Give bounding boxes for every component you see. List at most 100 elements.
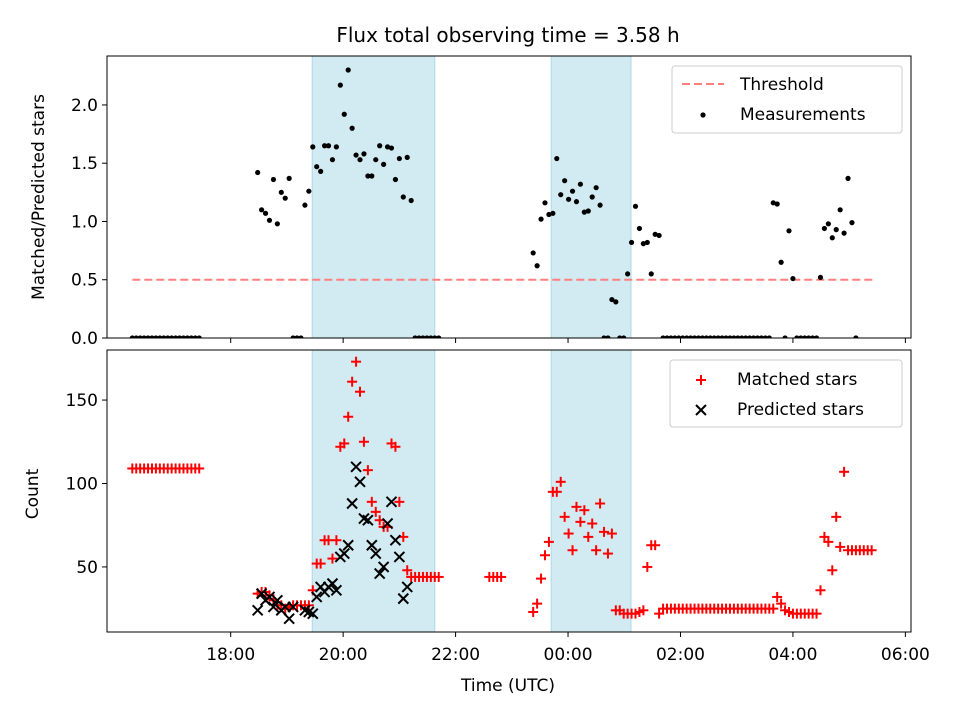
measurement-point bbox=[617, 335, 623, 338]
predicted-star-point bbox=[263, 591, 276, 603]
measurement-point bbox=[747, 335, 753, 338]
matched-star-point bbox=[772, 591, 783, 602]
measurement-point bbox=[404, 154, 410, 160]
measurement-point bbox=[861, 0, 866, 3]
measurement-point bbox=[660, 335, 666, 338]
measurement-point bbox=[337, 82, 343, 88]
bottom-panel: 50 100 150 18:00 20:00 22:00 00:00 02:00 04:00 0… bbox=[66, 349, 930, 665]
predicted-star-point bbox=[251, 604, 264, 617]
measurement-point bbox=[691, 335, 698, 338]
predicted-star-point bbox=[859, 645, 869, 655]
predicted-star-point bbox=[863, 645, 873, 655]
predicted-star-point bbox=[377, 561, 390, 573]
measurement-point bbox=[149, 335, 155, 338]
predicted-star-point bbox=[406, 645, 416, 655]
measurement-point bbox=[365, 173, 371, 179]
predicted-star-point bbox=[847, 645, 857, 655]
predicted-star-point bbox=[373, 567, 386, 580]
measurement-point bbox=[672, 335, 678, 338]
measurement-point bbox=[621, 335, 627, 338]
measurement-point bbox=[321, 143, 328, 149]
measurement-point bbox=[766, 335, 772, 338]
measurement-point bbox=[790, 275, 796, 282]
matched-star-point bbox=[358, 436, 369, 447]
predicted-star-point bbox=[326, 577, 339, 590]
measurement-point bbox=[743, 335, 749, 338]
measurement-point bbox=[554, 155, 560, 162]
matched-star-point bbox=[866, 545, 877, 556]
count-points bbox=[127, 356, 877, 655]
top-y-axis-label: Matched/Predicted stars bbox=[29, 94, 49, 300]
predicted-star-point bbox=[287, 601, 299, 613]
measurement-point bbox=[349, 125, 355, 131]
predicted-star-point bbox=[835, 645, 845, 655]
measurement-point bbox=[306, 188, 312, 194]
measurement-point bbox=[565, 196, 572, 202]
top-y-ticks: 0.0 0.5 1.0 1.5 2.0 bbox=[71, 96, 107, 349]
legend-predicted-label: Predicted stars bbox=[737, 400, 864, 420]
measurement-point bbox=[141, 335, 147, 338]
matched-star-point bbox=[815, 585, 826, 596]
measurement-point bbox=[176, 335, 183, 338]
measurement-point bbox=[798, 335, 804, 338]
matched-star-point bbox=[768, 603, 779, 614]
matched-star-point bbox=[823, 536, 834, 547]
shaded-interval-1 bbox=[311, 56, 436, 338]
measurement-point bbox=[412, 335, 418, 338]
top-legend-box bbox=[671, 65, 903, 134]
measurement-point bbox=[739, 335, 745, 338]
measurement-point bbox=[262, 210, 269, 216]
measurement-point bbox=[546, 211, 552, 218]
measurement-point bbox=[550, 210, 556, 216]
measurement-point bbox=[585, 208, 591, 214]
predicted-star-point bbox=[389, 534, 402, 546]
measurement-point bbox=[196, 335, 202, 338]
predicted-star-point bbox=[619, 645, 629, 655]
measurement-point bbox=[259, 207, 265, 213]
measurement-point bbox=[825, 221, 831, 227]
matched-star-point bbox=[819, 531, 830, 542]
matched-star-point bbox=[839, 466, 850, 477]
predicted-star-point bbox=[823, 645, 833, 655]
measurement-point bbox=[373, 157, 379, 163]
y-tick-label: 0.0 bbox=[71, 329, 98, 349]
predicted-star-point bbox=[819, 645, 829, 655]
measurement-point bbox=[652, 231, 658, 237]
measurement-point bbox=[153, 335, 159, 338]
bottom-y-axis-label: Count bbox=[23, 468, 43, 519]
measurement-point bbox=[636, 225, 643, 232]
predicted-star-point bbox=[362, 514, 374, 526]
measurement-point bbox=[684, 335, 690, 338]
measurement-point bbox=[188, 335, 194, 338]
measurement-point bbox=[169, 335, 175, 338]
x-tick-label: 02:00 bbox=[656, 645, 705, 665]
measurement-point bbox=[133, 335, 139, 338]
predicted-star-point bbox=[623, 645, 633, 655]
predicted-star-point bbox=[354, 476, 366, 488]
predicted-star-point bbox=[851, 645, 861, 655]
measurement-point bbox=[865, 0, 870, 3]
measurement-point bbox=[361, 151, 367, 157]
predicted-star-point bbox=[615, 645, 625, 655]
measurement-point bbox=[165, 335, 171, 338]
measurement-point bbox=[266, 217, 273, 223]
bottom-x-ticks: 18:00 20:00 22:00 00:00 02:00 04:00 06:00 bbox=[206, 632, 930, 665]
measurement-point bbox=[562, 178, 568, 184]
measurement-point bbox=[644, 239, 650, 246]
x-tick-label: 06:00 bbox=[881, 645, 930, 665]
measurement-point bbox=[180, 335, 187, 338]
matched-star-point bbox=[347, 376, 358, 387]
matched-star-point bbox=[831, 511, 842, 522]
measurement-point bbox=[695, 335, 702, 338]
measurement-point bbox=[137, 335, 143, 338]
matched-star-point bbox=[402, 565, 413, 576]
matched-star-point bbox=[370, 506, 381, 517]
measurement-point bbox=[538, 216, 544, 222]
legend-predicted-swatch bbox=[695, 404, 707, 416]
measurement-point bbox=[711, 335, 717, 338]
predicted-star-point bbox=[638, 645, 648, 655]
top-panel-shading bbox=[311, 56, 632, 338]
matched-star-point bbox=[433, 571, 444, 582]
measurement-point bbox=[782, 335, 788, 338]
